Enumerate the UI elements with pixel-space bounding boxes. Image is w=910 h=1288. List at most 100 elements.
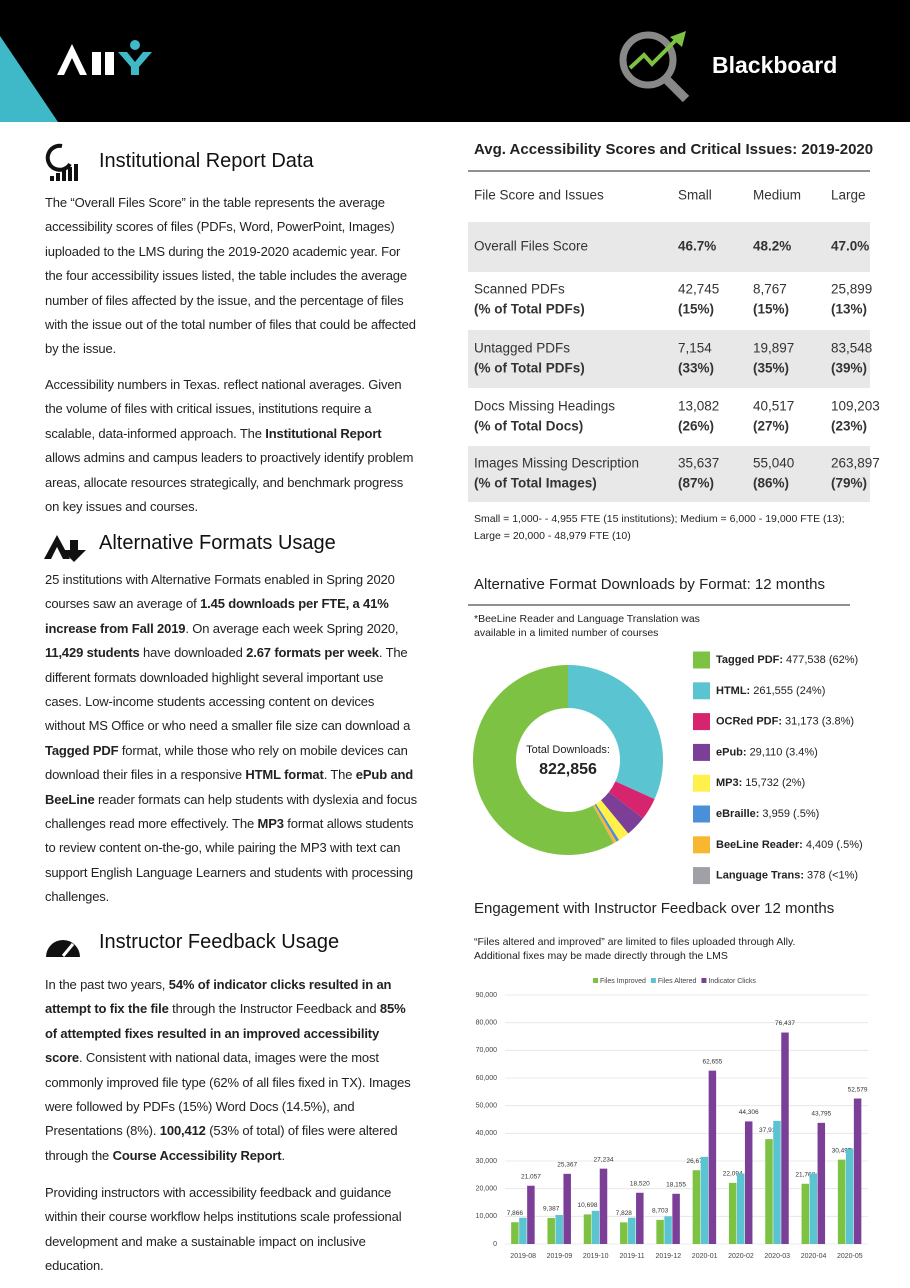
bar [837,1159,846,1244]
text: format, while those who rely on mobile d… [45,742,408,783]
x-tick-label: 2020-02 [728,1253,754,1260]
legend-label: Indicator Clicks [708,978,756,985]
bar [583,1214,592,1244]
legend-value: 477,538 (62%) [786,654,858,666]
legend-swatch [701,978,707,983]
table-cell: 263,897 [831,456,880,471]
legend-swatch [693,682,710,700]
table-cell: (15%) [753,302,789,317]
value-label: 44,306 [739,1109,759,1116]
value-label: 27,234 [594,1156,614,1163]
paragraph: 25 institutions with Alternative Formats… [45,568,417,910]
bar [519,1217,527,1244]
table-cell: Overall Files Score [474,239,588,254]
table-cell: (15%) [678,302,714,317]
text: In the past two years, [45,977,169,992]
donut-slice [568,664,664,800]
table-cell: 19,897 [753,341,794,356]
bold-text: MP3 [257,816,284,832]
x-tick-label: 2020-04 [801,1253,827,1260]
legend-swatch [693,651,710,669]
table-cell: (35%) [753,361,789,376]
bar [511,1222,519,1244]
legend-swatch [650,978,656,983]
bar [773,1120,781,1244]
bold-text: ePub and BeeLine [45,767,414,807]
legend-swatch [593,978,598,983]
table-cell: 46.7% [678,239,716,254]
bar [700,1156,709,1244]
value-label: 18,520 [630,1180,650,1187]
value-label: 7,828 [616,1210,633,1217]
table-header: Large [831,188,866,203]
legend-value: 15,732 (2%) [745,777,805,789]
donut-slice [595,800,629,841]
legend-name: BeeLine Reader: [716,839,803,851]
legend-swatch [693,713,710,731]
legend-swatch [693,774,710,792]
legend-name: MP3: [716,777,742,789]
legend-name: HTML: [716,685,750,697]
legend-name: ePub: [716,746,747,758]
value-label: 7,866 [507,1210,524,1217]
table-cell: Docs Missing Headings [474,399,615,414]
bold-text: HTML format [245,767,324,783]
bar [809,1173,818,1244]
y-tick-label: 20,000 [476,1186,498,1193]
bold-text: 11,429 students [45,645,140,661]
paragraph: In the past two years, 54% of indicator … [45,973,417,1168]
y-tick-label: 10,000 [476,1213,498,1220]
table-footnote: Small = 1,000- - 4,955 FTE (15 instituti… [474,513,845,542]
value-label: 26,672 [686,1158,706,1165]
bar [692,1170,701,1244]
x-tick-label: 2019-10 [583,1253,609,1260]
table-cell: 48.2% [753,239,791,254]
value-label: 76,437 [775,1020,795,1027]
table-cell: 83,548 [831,341,872,356]
table-cell: (86%) [753,476,789,491]
bar [765,1139,773,1244]
bar [555,1214,563,1244]
chart-note: “Files altered and improved” are limited… [474,936,796,962]
text: through the Instructor Feedback and [168,1001,380,1017]
value-label: 25,367 [557,1162,577,1169]
value-label: 21,768 [795,1171,815,1178]
legend-name: eBraille: [716,808,759,820]
legend-label: Files Improved [600,978,646,985]
value-label: 8,703 [652,1208,669,1215]
value-label: 30,497 [832,1147,852,1154]
section-title: Instructor Feedback Usage [99,931,340,953]
blackboard-logo: Blackboard [619,31,837,103]
table-cell: 109,203 [831,399,880,414]
bar [728,1182,737,1244]
value-label: 43,795 [811,1111,831,1118]
icon-formats [44,535,86,562]
legend-value: 31,173 (3.8%) [785,716,854,728]
y-tick-label: 30,000 [476,1158,498,1165]
ally-logo [57,40,152,75]
table-cell: 55,040 [753,456,794,471]
table-cell: 8,767 [753,282,787,297]
icon-report [45,143,78,181]
legend-entry: ePub: 29,110 (3.4%) [716,746,818,758]
paragraph: Accessibility numbers in Texas. reflect … [45,373,417,519]
donut-slice [592,805,614,844]
table-cell: 7,154 [678,341,712,356]
bold-text: 85% of attempted fixes resulted in an im… [45,1001,406,1066]
bold-text: 54% of indicator clicks resulted in an a… [45,977,392,1017]
value-label: 52,579 [848,1086,868,1093]
table-cell: (39%) [831,361,867,376]
table-cell: (23%) [831,419,867,434]
table-cell: (13%) [831,302,867,317]
center-value: 822,856 [539,761,597,778]
row-shade [468,330,870,388]
bar [845,1148,854,1244]
table-cell: (% of Total PDFs) [474,361,585,376]
chart-title: Engagement with Instructor Feedback over… [474,900,834,917]
value-label: 62,655 [702,1058,722,1065]
y-tick-label: 0 [493,1241,497,1248]
legend-entry: HTML: 261,555 (24%) [716,685,825,697]
donut-slice [593,804,617,844]
table-cell: 35,637 [678,456,719,471]
